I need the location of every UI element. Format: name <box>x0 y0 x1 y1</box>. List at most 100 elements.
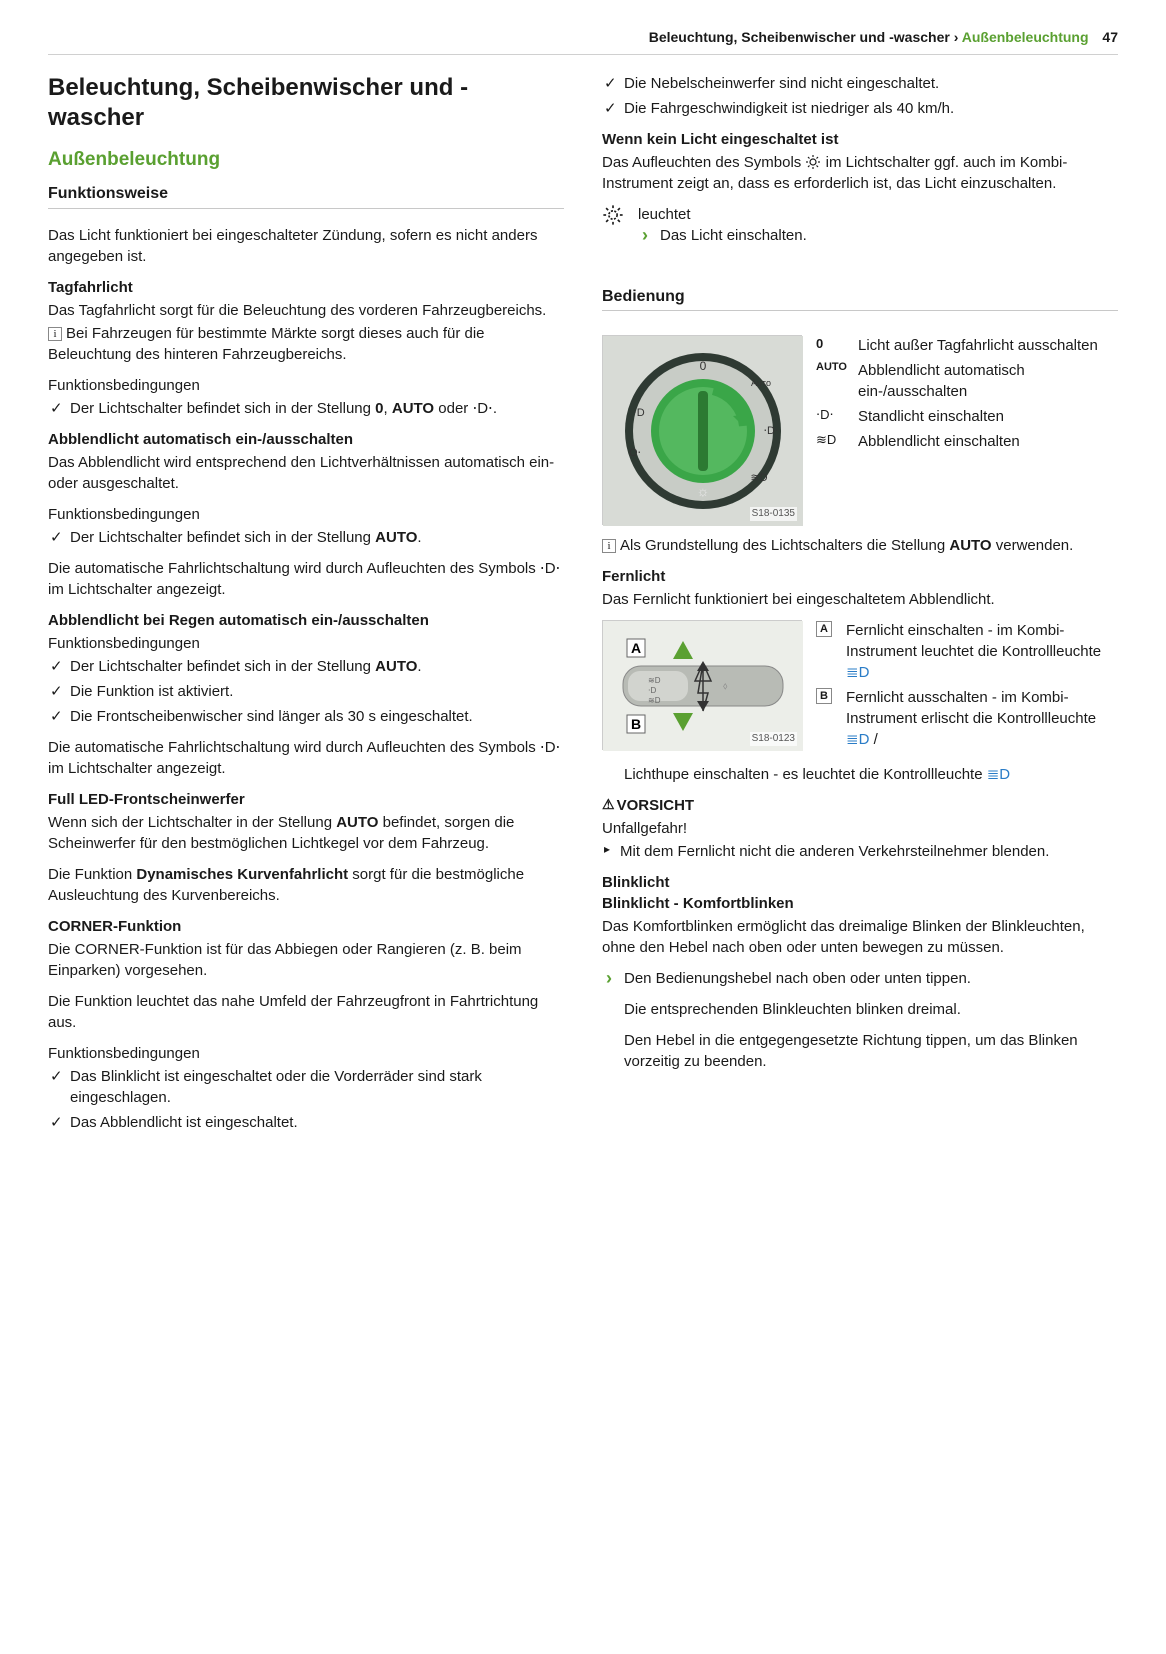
breadcrumb-section: Außenbeleuchtung <box>962 29 1089 45</box>
paragraph: Das Abblendlicht wird entsprechend den L… <box>48 452 564 494</box>
parking-light-icon: ⋅D⋅ <box>472 400 492 417</box>
paragraph: Das Licht funktioniert bei eingeschaltet… <box>48 225 564 267</box>
condition-list: Die Nebelscheinwerfer sind nicht eingesc… <box>602 73 1118 119</box>
action-text: Das Licht einschalten. <box>638 225 807 246</box>
condition-list: Das Blinklicht ist eingeschaltet oder di… <box>48 1066 564 1133</box>
legend-item: A Fernlicht einschalten - im Kombi-Instr… <box>816 620 1118 683</box>
subheading-funktionsweise: Funktionsweise <box>48 183 564 208</box>
info-paragraph: iAls Grundstellung des Lichtschalters di… <box>602 535 1118 556</box>
figure-light-switch: 0 Aᴜᴛᴏ ⋅D⋅ ≋D ⋅D O⋅ ☼ S18-0135 0Licht au… <box>602 335 1118 525</box>
list-item: Das Abblendlicht ist eingeschaltet. <box>48 1112 564 1133</box>
info-icon: i <box>602 539 616 553</box>
high-beam-icon: ≣D <box>846 664 869 681</box>
svg-text:≋D: ≋D <box>750 472 767 484</box>
legend-item: ≋DAbblendlicht einschalten <box>816 431 1118 452</box>
svg-text:⬨: ⬨ <box>723 681 728 692</box>
paragraph: Das Fernlicht funktioniert bei eingescha… <box>602 589 1118 610</box>
paragraph: Das Komfortblinken ermöglicht das dreima… <box>602 916 1118 958</box>
legend-item: ⋅D⋅Standlicht einschalten <box>816 406 1118 427</box>
paragraph: Das Tagfahrlicht sorgt für die Beleuchtu… <box>48 300 564 321</box>
paragraph: Unfallgefahr! <box>602 818 1118 839</box>
legend-item: 0Licht außer Tagfahrlicht ausschalten <box>816 335 1118 356</box>
condition-list: Der Lichtschalter befindet sich in der S… <box>48 656 564 727</box>
action-list: Den Bedienungshebel nach oben oder unten… <box>602 968 1118 989</box>
paragraph: Die Funktion leuchtet das nahe Umfeld de… <box>48 991 564 1033</box>
figure-image: 0 Aᴜᴛᴏ ⋅D⋅ ≋D ⋅D O⋅ ☼ S18-0135 <box>602 335 802 525</box>
info-icon: i <box>48 327 62 341</box>
svg-text:☼: ☼ <box>697 483 710 499</box>
parking-light-icon: ⋅D⋅ <box>540 739 560 756</box>
condition-list: Der Lichtschalter befindet sich in der S… <box>48 527 564 548</box>
conditions-label: Funktionsbedingungen <box>48 633 564 654</box>
svg-text:0: 0 <box>700 359 707 373</box>
svg-text:⋅D: ⋅D <box>648 686 657 695</box>
info-paragraph: iBei Fahrzeugen für bestimmte Märkte sor… <box>48 323 564 365</box>
conditions-label: Funktionsbedingungen <box>48 504 564 525</box>
paragraph: Die CORNER-Funktion ist für das Abbiegen… <box>48 939 564 981</box>
conditions-label: Funktionsbedingungen <box>48 375 564 396</box>
paragraph: Wenn sich der Lichtschalter in der Stell… <box>48 812 564 854</box>
breadcrumb-chapter: Beleuchtung, Scheibenwischer und -wasche… <box>649 29 950 45</box>
list-item: Die Frontscheibenwischer sind länger als… <box>48 706 564 727</box>
left-column: Beleuchtung, Scheibenwischer und -wasche… <box>48 73 564 1143</box>
svg-text:O⋅: O⋅ <box>629 447 641 459</box>
subheading-blinklicht: Blinklicht <box>602 872 1118 893</box>
svg-text:⋅D: ⋅D <box>633 407 644 419</box>
page-number: 47 <box>1102 29 1118 45</box>
light-required-icon <box>805 154 821 170</box>
subheading-corner: CORNER-Funktion <box>48 916 564 937</box>
figure-id: S18-0123 <box>750 732 797 746</box>
figure-legend: 0Licht außer Tagfahrlicht ausschalten AU… <box>816 335 1118 456</box>
list-item: Die Nebelscheinwerfer sind nicht eingesc… <box>602 73 1118 94</box>
legend-item: AUTOAbblendlicht automatisch ein-/aussch… <box>816 360 1118 402</box>
list-item: Die Funktion ist aktiviert. <box>48 681 564 702</box>
list-item: Der Lichtschalter befindet sich in der S… <box>48 527 564 548</box>
subheading-full-led: Full LED-Frontscheinwerfer <box>48 789 564 810</box>
list-item: Der Lichtschalter befindet sich in der S… <box>48 398 564 419</box>
warning-list: Mit dem Fernlicht nicht die anderen Verk… <box>602 841 1118 862</box>
paragraph: Den Hebel in die entgegengesetzte Richtu… <box>624 1030 1118 1072</box>
paragraph: Die automatische Fahrlichtschaltung wird… <box>48 558 564 600</box>
high-beam-icon: ≣D <box>846 731 869 748</box>
subheading-tagfahrlicht: Tagfahrlicht <box>48 277 564 298</box>
legend-item: B Fernlicht ausschalten - im Kombi-Instr… <box>816 687 1118 750</box>
paragraph: Die entsprechenden Blinkleuchten blinken… <box>624 999 1118 1020</box>
figure-stalk: ≋D ⋅D ≋D ⬨ A B S18-0123 <box>602 620 1118 754</box>
parking-light-icon: ⋅D⋅ <box>540 560 560 577</box>
svg-text:≋D: ≋D <box>648 696 661 705</box>
subheading-abblendlicht-regen: Abblendlicht bei Regen automatisch ein-/… <box>48 610 564 631</box>
list-item: Den Bedienungshebel nach oben oder unten… <box>602 968 1118 989</box>
paragraph: Das Aufleuchten des Symbols im Lichtscha… <box>602 152 1118 194</box>
status-text: leuchtet <box>638 204 807 225</box>
paragraph: Die Funktion Dynamisches Kurvenfahrlicht… <box>48 864 564 906</box>
subheading-abblendlicht-auto: Abblendlicht automatisch ein-/ausschalte… <box>48 429 564 450</box>
section-heading: Außenbeleuchtung <box>48 147 564 174</box>
warning-heading: ⚠VORSICHT <box>602 795 1118 816</box>
list-item: Der Lichtschalter befindet sich in der S… <box>48 656 564 677</box>
condition-list: Der Lichtschalter befindet sich in der S… <box>48 398 564 419</box>
svg-text:⋅D⋅: ⋅D⋅ <box>764 425 779 437</box>
page-header: Beleuchtung, Scheibenwischer und -wasche… <box>48 28 1118 55</box>
page-title: Beleuchtung, Scheibenwischer und -wasche… <box>48 73 564 133</box>
svg-text:B: B <box>631 716 641 732</box>
paragraph: Die automatische Fahrlichtschaltung wird… <box>48 737 564 779</box>
subheading-komfortblinken: Blinklicht - Komfortblinken <box>602 893 1118 914</box>
light-required-icon <box>602 204 628 226</box>
subheading-bedienung: Bedienung <box>602 286 1118 311</box>
list-item: Mit dem Fernlicht nicht die anderen Verk… <box>602 841 1118 862</box>
figure-image: ≋D ⋅D ≋D ⬨ A B S18-0123 <box>602 620 802 750</box>
paragraph: Lichthupe einschalten - es leuchtet die … <box>624 764 1118 785</box>
warning-icon: ⚠ <box>602 796 615 812</box>
list-item: Das Blinklicht ist eingeschaltet oder di… <box>48 1066 564 1108</box>
breadcrumb-sep: › <box>954 29 962 45</box>
list-item: Die Fahrgeschwindigkeit ist niedriger al… <box>602 98 1118 119</box>
high-beam-icon: ≣D <box>987 766 1010 783</box>
figure-id: S18-0135 <box>750 507 797 521</box>
figure-legend: A Fernlicht einschalten - im Kombi-Instr… <box>816 620 1118 754</box>
svg-text:≋D: ≋D <box>648 676 661 685</box>
subheading-no-light: Wenn kein Licht eingeschaltet ist <box>602 129 1118 150</box>
subheading-fernlicht: Fernlicht <box>602 566 1118 587</box>
svg-text:Aᴜᴛᴏ: Aᴜᴛᴏ <box>751 378 771 388</box>
svg-text:A: A <box>631 640 641 656</box>
right-column: Die Nebelscheinwerfer sind nicht eingesc… <box>602 73 1118 1143</box>
